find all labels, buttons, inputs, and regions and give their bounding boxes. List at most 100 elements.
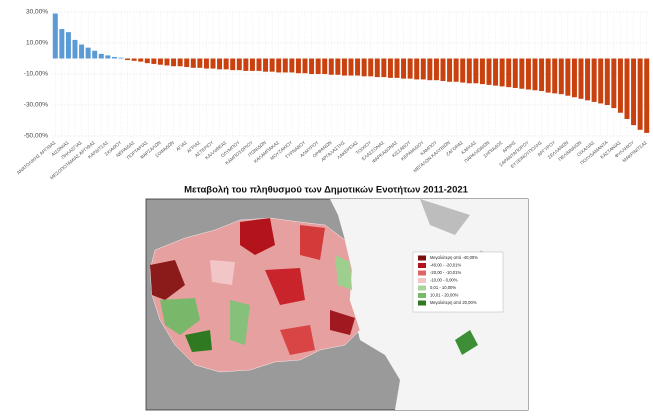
- bar: [374, 58, 380, 78]
- bar: [414, 58, 420, 80]
- island: [455, 330, 478, 355]
- bar: [98, 53, 104, 59]
- bar: [473, 58, 479, 84]
- bar: [545, 58, 551, 93]
- bar: [335, 58, 341, 75]
- region: [230, 300, 250, 345]
- bar: [604, 58, 610, 105]
- y-tick-label: 10,00%: [26, 40, 48, 47]
- region: [185, 330, 212, 352]
- bar: [447, 58, 453, 82]
- bar: [282, 58, 288, 73]
- legend-label: Μεγαλύτερη από -40,00%: [430, 255, 478, 260]
- bar: [203, 58, 209, 69]
- bar: [309, 58, 315, 74]
- map: Μεγαλύτερη από -40,00% -40,00 - -20,01% -2…: [145, 198, 529, 411]
- bar: [302, 58, 308, 74]
- bar: [644, 58, 650, 133]
- bar: [236, 58, 242, 71]
- region: [240, 218, 275, 255]
- bar: [565, 58, 571, 96]
- bar: [591, 58, 597, 102]
- bar: [256, 58, 262, 71]
- bar: [539, 58, 545, 92]
- y-tick-label: -50,00%: [24, 133, 48, 140]
- bar: [157, 58, 163, 65]
- bar: [289, 58, 295, 73]
- bar: [387, 58, 393, 78]
- region: [300, 225, 325, 260]
- y-tick-label: -10,00%: [24, 71, 48, 78]
- bar: [105, 55, 111, 59]
- legend-swatch: [418, 285, 426, 291]
- region: [265, 268, 305, 305]
- region: [160, 298, 200, 335]
- bar: [210, 58, 216, 69]
- bar: [315, 58, 321, 74]
- bar: [361, 58, 367, 77]
- bar: [223, 58, 229, 70]
- bar: [578, 58, 584, 99]
- region: [335, 255, 352, 290]
- bar: [420, 58, 426, 80]
- bar: [486, 58, 492, 85]
- bar: [249, 58, 255, 71]
- bar: [499, 58, 505, 87]
- bar: [52, 13, 58, 59]
- bar: [144, 58, 150, 64]
- legend-label: -20,00 - -10,01%: [430, 270, 461, 275]
- bar: [184, 58, 190, 68]
- bar: [348, 58, 354, 76]
- bar: [381, 58, 387, 78]
- bar: [525, 58, 531, 90]
- bar: [85, 47, 91, 59]
- bar: [479, 58, 485, 85]
- legend-swatch: [418, 255, 426, 261]
- bar: [217, 58, 223, 70]
- bar: [466, 58, 472, 84]
- bar: [125, 58, 131, 61]
- bar: [197, 58, 203, 68]
- bar: [453, 58, 459, 82]
- bar: [407, 58, 413, 79]
- land: [420, 199, 500, 275]
- bar: [138, 58, 144, 62]
- bar: [460, 58, 466, 83]
- bar: [243, 58, 249, 71]
- bar: [328, 58, 334, 75]
- bar: [230, 58, 236, 71]
- bar: [532, 58, 538, 91]
- bar: [624, 58, 630, 119]
- legend-label: -10,00 - 0,00%: [430, 278, 458, 283]
- bar: [571, 58, 577, 98]
- bar: [617, 58, 623, 113]
- map-title: Μεταβολή του πληθυσμού των Δημοτικών Ενο…: [184, 185, 469, 196]
- bar: [427, 58, 433, 81]
- bar: [131, 58, 137, 61]
- bar: [631, 58, 637, 126]
- bar: [151, 58, 157, 64]
- bar: [341, 58, 347, 76]
- bar: [190, 58, 196, 68]
- bar: [394, 58, 400, 78]
- bar: [585, 58, 591, 101]
- x-tick-label: ΑΝΑΤΟΛΙΚΗΣ ΑΡΓΙΘΑΣ: [16, 140, 57, 176]
- bar-chart: 30,00% 10,00% -10,00% -30,00% -50,00%ΑΝΑΤΟΛΙ…: [16, 9, 650, 180]
- bar: [433, 58, 439, 81]
- bar: [506, 58, 512, 88]
- y-tick-label: 30,00%: [26, 9, 48, 16]
- bar: [440, 58, 446, 81]
- legend-label: Μεγαλύτερη από 20,00%: [430, 300, 477, 305]
- bar: [263, 58, 269, 72]
- region: [210, 260, 235, 285]
- bar: [598, 58, 604, 104]
- bar: [72, 39, 78, 59]
- bar: [177, 58, 183, 67]
- region: [150, 260, 185, 300]
- bar: [611, 58, 617, 109]
- region: [330, 310, 355, 335]
- bar: [512, 58, 518, 88]
- legend-label: 0,01 - 10,00%: [430, 285, 456, 290]
- bar: [552, 58, 558, 94]
